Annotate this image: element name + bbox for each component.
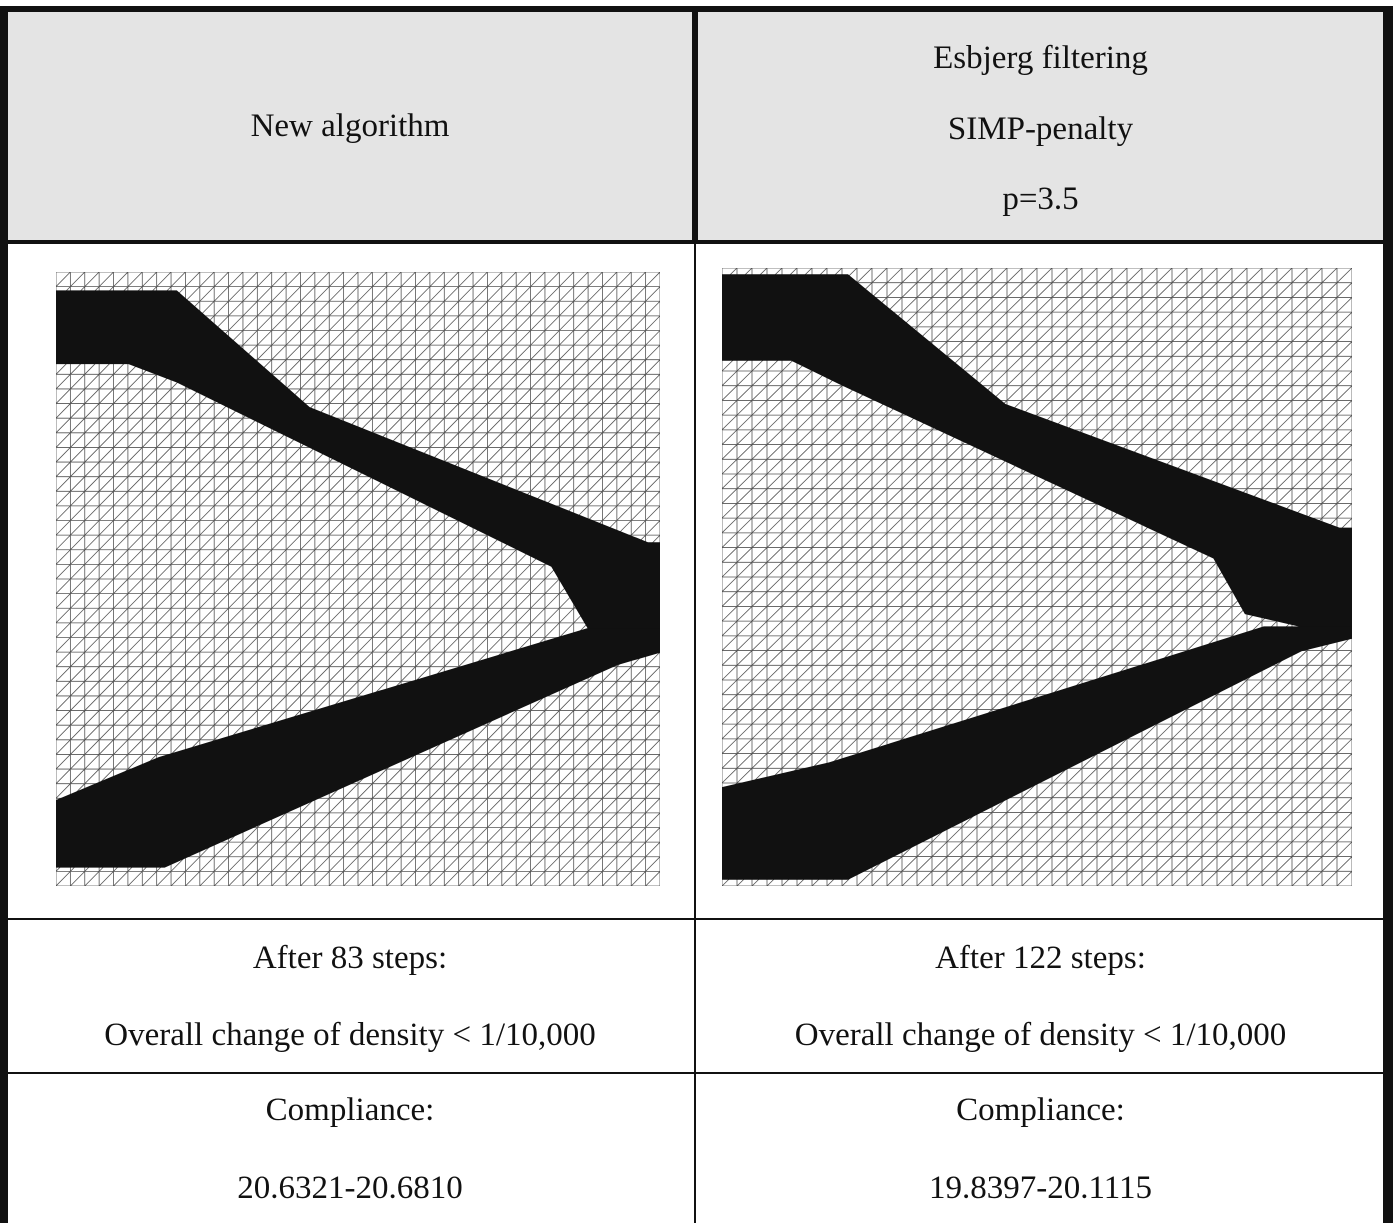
compliance-right-cell: Compliance: 19.8397-20.1115: [698, 1076, 1383, 1223]
header-right-line-3: p=3.5: [1002, 181, 1079, 217]
steps-left-cell: After 83 steps: Overall change of densit…: [8, 920, 692, 1070]
header-left-text: New algorithm: [250, 107, 450, 144]
material-band-lower: [722, 626, 1352, 880]
material-band-upper: [722, 274, 1352, 639]
figure-right-simp: [722, 268, 1352, 886]
steps-left-line-2: Overall change of density < 1/10,000: [104, 1017, 596, 1053]
steps-right-cell: After 122 steps: Overall change of densi…: [698, 920, 1383, 1070]
compliance-right-label: Compliance:: [956, 1092, 1125, 1128]
figure-left-new-algorithm: [56, 272, 660, 886]
border-left: [0, 6, 8, 1223]
compliance-left-label: Compliance:: [265, 1092, 435, 1128]
header-left-cell: New algorithm: [8, 12, 692, 240]
header-right-line-2: SIMP-penalty: [947, 110, 1134, 147]
border-header-bottom: [0, 240, 1393, 244]
steps-left-line-1: After 83 steps:: [252, 940, 448, 976]
compliance-right-value: 19.8397-20.1115: [928, 1170, 1153, 1206]
topology-right-svg: [722, 268, 1352, 886]
header-right-line-1: Esbjerg filtering: [933, 40, 1148, 76]
compliance-left-cell: Compliance: 20.6321-20.6810: [8, 1076, 692, 1223]
material-band-upper: [56, 290, 660, 653]
steps-right-line-1: After 122 steps:: [935, 940, 1146, 976]
compliance-left-value: 20.6321-20.6810: [237, 1170, 463, 1206]
border-figure-bottom: [0, 918, 1393, 920]
steps-right-line-2: Overall change of density < 1/10,000: [794, 1017, 1287, 1053]
border-steps-bottom: [0, 1072, 1393, 1074]
border-middle: [692, 6, 698, 240]
border-middle-thin: [694, 240, 696, 1223]
border-right: [1383, 6, 1393, 1223]
header-right-cell: Esbjerg filtering SIMP-penalty p=3.5: [698, 12, 1383, 240]
topology-left-svg: [56, 272, 660, 886]
material-band-lower: [56, 628, 660, 868]
